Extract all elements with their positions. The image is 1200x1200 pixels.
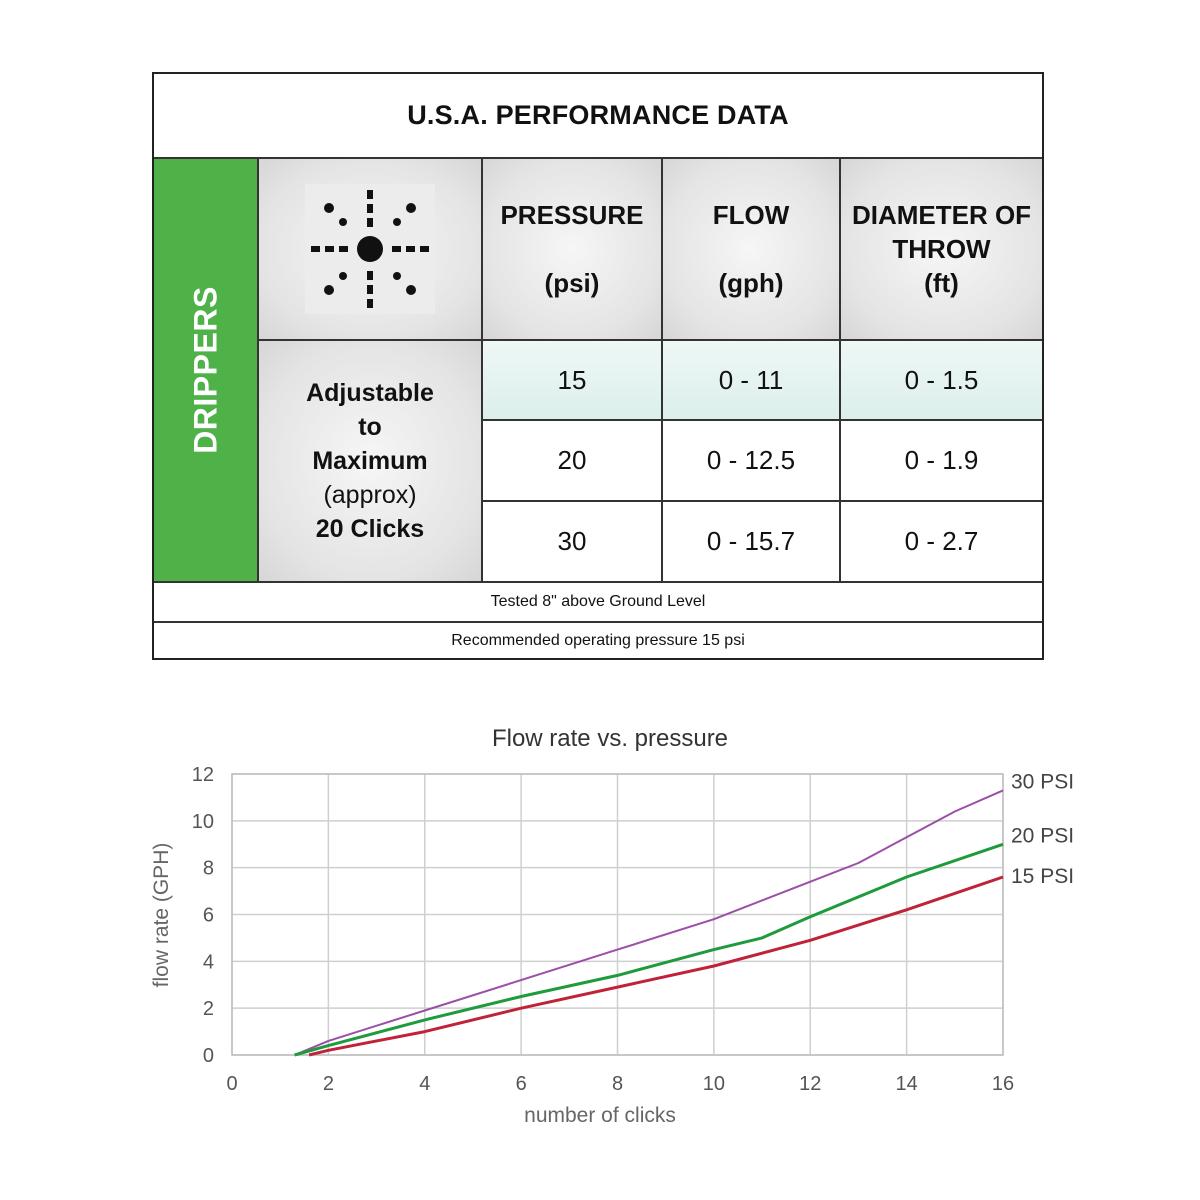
x-axis-label: number of clicks (524, 1104, 676, 1127)
x-tick-labels: 0 2 4 6 8 10 12 14 16 (226, 1073, 1014, 1095)
flow-chart-svg: Flow rate vs. pressure 0 2 4 6 8 10 12 0 2 4 6 8 10… (150, 725, 1074, 1127)
note-recommended: Recommended operating pressure 15 psi (154, 622, 1042, 658)
dripper-spray-pattern-icon (305, 184, 435, 314)
y-tick-label: 6 (203, 905, 214, 927)
row3-flow: 0 - 15.7 (662, 501, 840, 582)
plot-frame (231, 773, 1004, 1056)
header-diameter-label2: THROW (892, 234, 991, 264)
header-flow-label: FLOW (712, 200, 790, 230)
setting-line-3: Maximum (312, 447, 428, 475)
series-line-20-psi (294, 842, 1004, 1057)
x-tick-label: 16 (992, 1073, 1014, 1095)
flow-chart: Flow rate vs. pressure 0 2 4 6 8 10 12 0 2 4 6 8 10… (0, 690, 1200, 1200)
y-tick-label: 12 (192, 764, 214, 786)
x-tick-label: 0 (226, 1073, 237, 1095)
x-tick-label: 4 (419, 1073, 430, 1095)
series-label: 15 PSI (1011, 865, 1074, 888)
y-axis-label: flow rate (GPH) (150, 843, 173, 988)
series-label: 20 PSI (1011, 824, 1074, 847)
row1-flow: 0 - 11 (662, 340, 840, 420)
x-tick-label: 6 (516, 1073, 527, 1095)
drippers-band: DRIPPERS (154, 158, 258, 582)
x-tick-label: 8 (612, 1073, 623, 1095)
drippers-label: DRIPPERS (187, 286, 223, 454)
row2-flow: 0 - 12.5 (662, 420, 840, 501)
y-tick-label: 2 (203, 998, 214, 1020)
y-tick-label: 10 (192, 811, 214, 833)
row2-diameter: 0 - 1.9 (840, 420, 1042, 501)
icon-cell (258, 158, 482, 340)
series-lines (294, 789, 1004, 1057)
row3-diameter: 0 - 2.7 (840, 501, 1042, 582)
header-diameter-unit: (ft) (924, 268, 959, 298)
series-line-15-psi (308, 875, 1004, 1057)
x-tick-label: 2 (323, 1073, 334, 1095)
header-flow-unit: (gph) (718, 268, 784, 298)
series-line-30-psi (294, 789, 1004, 1056)
series-label: 30 PSI (1011, 770, 1074, 793)
setting-line-1: Adjustable (306, 379, 434, 407)
x-tick-label: 10 (703, 1073, 725, 1095)
chart-grid (231, 773, 1004, 1056)
x-tick-label: 14 (896, 1073, 918, 1095)
table-title: U.S.A. PERFORMANCE DATA (154, 74, 1042, 158)
header-diameter-label: DIAMETER OF (851, 200, 1032, 230)
row1-diameter: 0 - 1.5 (840, 340, 1042, 420)
setting-line-4: (approx) (323, 481, 417, 509)
series-labels: 30 PSI 20 PSI 15 PSI (1011, 770, 1074, 888)
y-tick-label: 8 (203, 858, 214, 880)
row1-pressure: 15 (482, 340, 662, 420)
row2-pressure: 20 (482, 420, 662, 501)
header-pressure-label: PRESSURE (500, 200, 644, 230)
setting-line-2: to (358, 413, 382, 441)
note-tested: Tested 8" above Ground Level (154, 582, 1042, 622)
y-tick-label: 0 (203, 1045, 214, 1067)
x-tick-label: 12 (799, 1073, 821, 1095)
row3-pressure: 30 (482, 501, 662, 582)
y-tick-label: 4 (203, 951, 214, 973)
performance-table: U.S.A. PERFORMANCE DATA DRIPPERS (152, 72, 1044, 660)
setting-cell: Adjustable to Maximum (approx) 20 Clicks (258, 340, 482, 582)
header-diameter: DIAMETER OF THROW (ft) (840, 158, 1042, 340)
setting-line-5: 20 Clicks (315, 515, 425, 543)
header-pressure-unit: (psi) (544, 268, 600, 298)
y-tick-labels: 0 2 4 6 8 10 12 (192, 764, 214, 1067)
header-pressure: PRESSURE (psi) (482, 158, 662, 340)
header-flow: FLOW (gph) (662, 158, 840, 340)
chart-title: Flow rate vs. pressure (492, 725, 728, 752)
